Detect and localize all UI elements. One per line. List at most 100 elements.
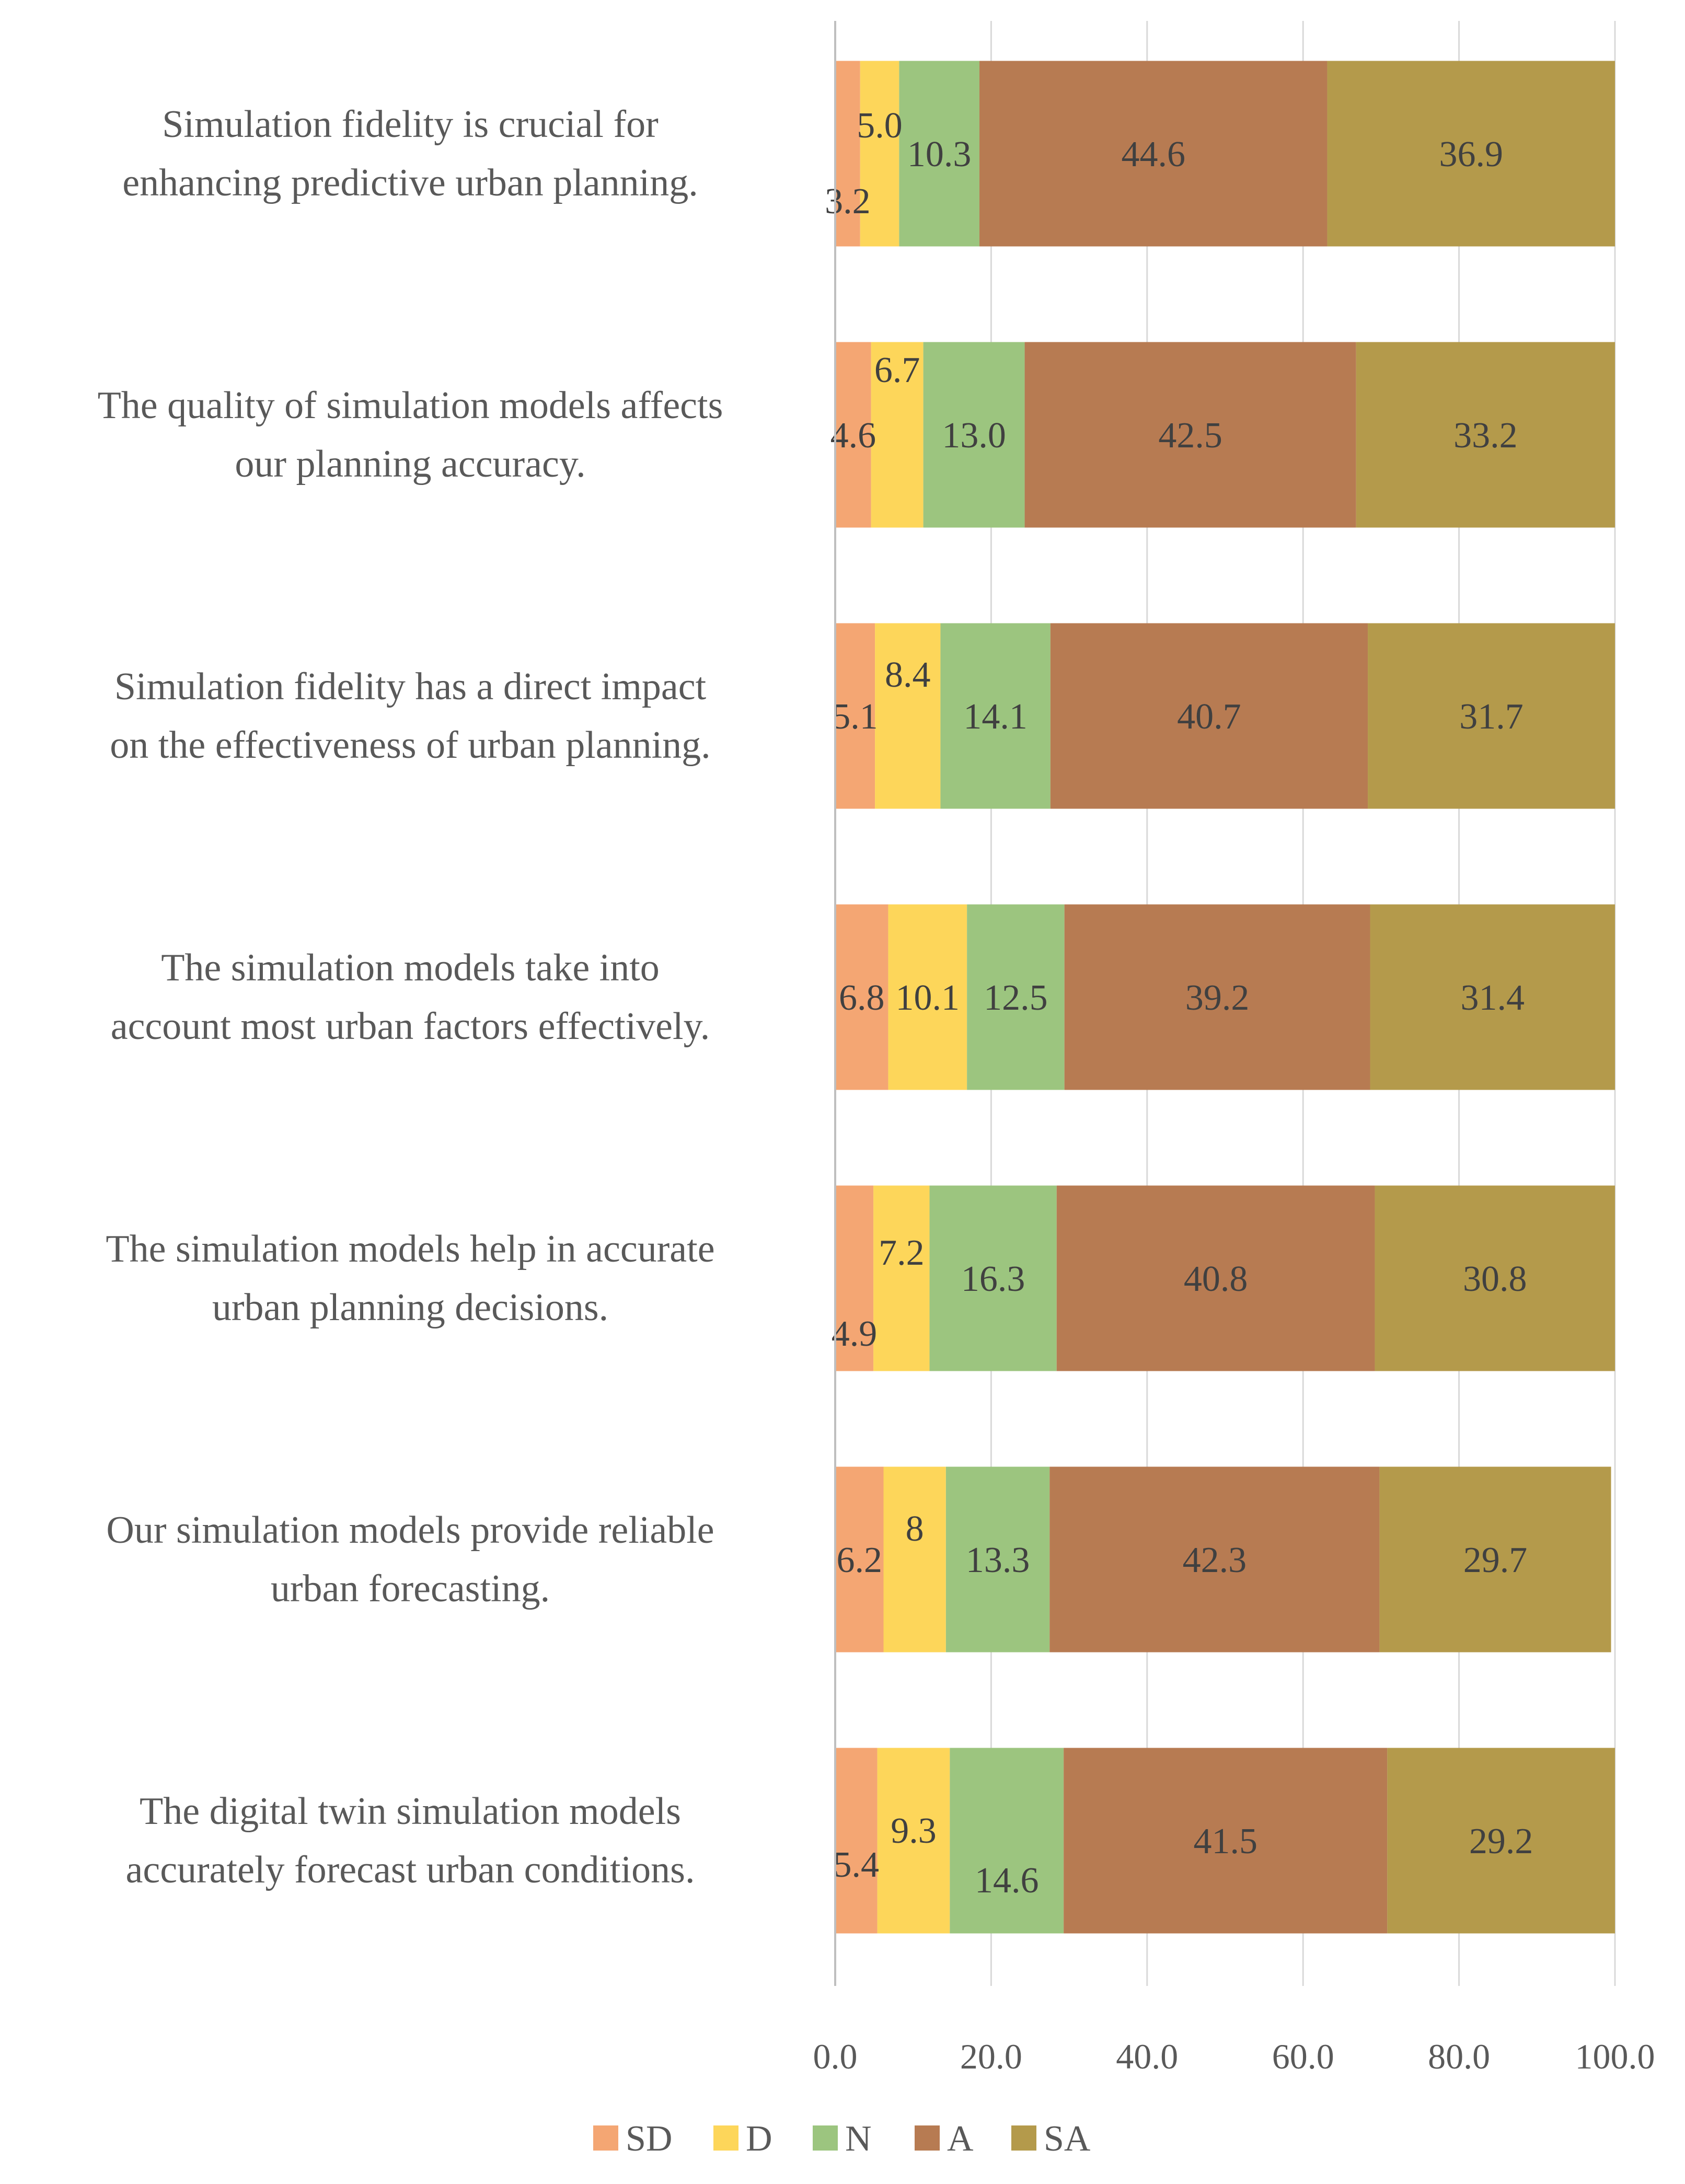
- data-label: 6.2: [837, 1540, 883, 1580]
- x-tick-label: 20.0: [960, 2037, 1022, 2076]
- data-label: 9.3: [891, 1811, 937, 1851]
- bars: [835, 61, 1615, 1934]
- data-label: 5.1: [832, 697, 878, 737]
- data-label: 40.8: [1184, 1259, 1248, 1299]
- data-label: 8: [906, 1509, 924, 1549]
- data-label: 4.6: [830, 415, 876, 456]
- data-label: 42.5: [1158, 415, 1222, 456]
- category-label-line: The simulation models help in accurate: [106, 1228, 714, 1270]
- category-label-line: urban planning decisions.: [212, 1286, 608, 1329]
- x-axis-ticks: 0.0 20.0 40.0 60.0 80.0 100.0: [813, 2037, 1655, 2076]
- data-label: 8.4: [885, 655, 931, 695]
- data-label: 6.8: [839, 978, 885, 1018]
- bar-segment-sd: [835, 342, 871, 528]
- bar-segment-a: [1064, 1748, 1388, 1934]
- data-label: 31.7: [1459, 697, 1524, 737]
- data-label: 12.5: [984, 978, 1048, 1018]
- bar-segment-sa: [1356, 342, 1615, 528]
- bar-segment-a: [1049, 1466, 1380, 1653]
- data-label: 41.5: [1193, 1821, 1257, 1862]
- data-label: 10.3: [907, 134, 972, 175]
- bar-segment-sd: [835, 1748, 878, 1934]
- data-labels: 3.25.010.3 44.6 36.94.66.713.0 42.5 33.25.18…: [825, 106, 1533, 1901]
- data-label: 3.2: [825, 181, 871, 222]
- data-label: 4.9: [832, 1314, 878, 1354]
- category-label-line: The quality of simulation models affects: [98, 384, 723, 427]
- bar-segment-a: [1050, 623, 1368, 809]
- data-label: 29.2: [1469, 1821, 1533, 1862]
- x-tick-label: 100.0: [1575, 2037, 1655, 2076]
- bar-segment-d: [860, 61, 899, 247]
- bar-segment-d: [871, 342, 924, 528]
- bar-segment-n: [899, 61, 980, 247]
- data-label: 14.6: [975, 1861, 1039, 1901]
- bar-segment-a: [1056, 1185, 1375, 1371]
- bar-segment-sa: [1387, 1748, 1615, 1934]
- legend-label-sd: SD: [626, 2119, 672, 2159]
- category-label: The digital twin simulation models accura…: [126, 1790, 695, 1891]
- legend-label-sa: SA: [1044, 2119, 1091, 2159]
- legend-swatch-sa: [1011, 2125, 1036, 2151]
- bar-segment-n: [923, 342, 1025, 528]
- category-label-line: enhancing predictive urban planning.: [122, 161, 698, 204]
- bar-segment-n: [967, 904, 1065, 1090]
- category-label-line: account most urban factors effectively.: [111, 1005, 710, 1048]
- bar-segment-n: [929, 1185, 1057, 1371]
- bar-segment-n: [945, 1466, 1050, 1653]
- bar-segment-n: [940, 623, 1051, 809]
- category-label-line: The simulation models take into: [161, 946, 660, 989]
- data-label: 10.1: [896, 978, 960, 1018]
- bar-segment-sa: [1368, 623, 1615, 809]
- bar-segment-sd: [835, 1185, 874, 1371]
- category-label: The quality of simulation models affects…: [98, 384, 723, 486]
- data-label: 36.9: [1439, 134, 1503, 175]
- bar-segment-sa: [1375, 1185, 1615, 1371]
- data-label: 30.8: [1463, 1259, 1527, 1299]
- category-label-line: our planning accuracy.: [235, 443, 585, 486]
- bar-segment-d: [883, 1466, 946, 1653]
- data-label: 39.2: [1185, 978, 1250, 1018]
- bar-segment-sd: [835, 904, 888, 1090]
- category-label-line: on the effectiveness of urban planning.: [110, 724, 710, 767]
- bar-segment-d: [888, 904, 967, 1090]
- category-label-line: Our simulation models provide reliable: [106, 1509, 714, 1552]
- legend-swatch-n: [813, 2125, 838, 2151]
- bar-segment-n: [950, 1748, 1064, 1934]
- bar-segment-sa: [1370, 904, 1615, 1090]
- bar-segment-a: [1064, 904, 1370, 1090]
- category-label: The simulation models help in accurate ur…: [106, 1228, 714, 1329]
- legend-label-a: A: [947, 2119, 974, 2159]
- legend-label-d: D: [746, 2119, 772, 2159]
- category-label-line: Simulation fidelity has a direct impact: [114, 665, 707, 708]
- bar-segment-sd: [835, 61, 860, 247]
- legend-swatch-sd: [593, 2125, 618, 2151]
- category-label-line: The digital twin simulation models: [140, 1790, 681, 1833]
- category-label-line: urban forecasting.: [271, 1567, 550, 1610]
- data-label: 6.7: [874, 350, 920, 390]
- data-label: 42.3: [1183, 1540, 1247, 1580]
- data-label: 7.2: [879, 1233, 925, 1273]
- legend: SD D N A SA: [593, 2119, 1091, 2159]
- bar-segment-sd: [835, 1466, 884, 1653]
- category-label: Simulation fidelity has a direct impact o…: [110, 665, 710, 767]
- bar-segment-a: [979, 61, 1328, 247]
- category-label-line: accurately forecast urban conditions.: [126, 1848, 695, 1891]
- bar-segment-sa: [1379, 1466, 1611, 1653]
- data-label: 14.1: [963, 697, 1028, 737]
- data-label: 31.4: [1461, 978, 1525, 1018]
- x-tick-label: 60.0: [1272, 2037, 1334, 2076]
- bar-segment-d: [877, 1748, 950, 1934]
- category-label: The simulation models take into account m…: [111, 946, 710, 1048]
- bar-segment-sd: [835, 623, 875, 809]
- category-label: Simulation fidelity is crucial for enhanc…: [122, 103, 698, 204]
- legend-label-n: N: [845, 2119, 872, 2159]
- data-label: 5.0: [857, 106, 903, 146]
- category-label: Our simulation models provide reliable ur…: [106, 1509, 714, 1610]
- bar-segment-sa: [1327, 61, 1615, 247]
- data-label: 29.7: [1463, 1540, 1528, 1580]
- bar-segment-d: [873, 1185, 930, 1371]
- bar-segment-a: [1024, 342, 1356, 528]
- data-label: 13.3: [966, 1540, 1030, 1580]
